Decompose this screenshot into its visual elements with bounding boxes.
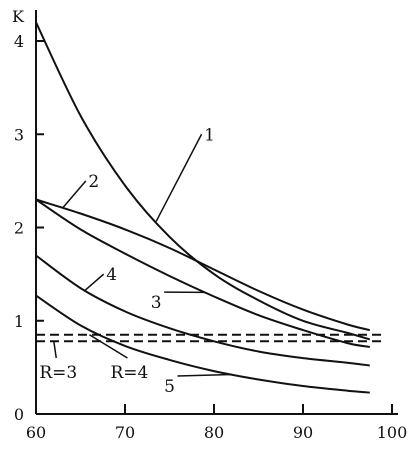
curve-label-3: 3	[151, 293, 162, 313]
series-line-3	[35, 198, 370, 348]
y-tick-label: 0	[14, 405, 24, 424]
curve-label-leader	[62, 180, 87, 209]
series-lines	[35, 21, 371, 394]
series-line-1	[35, 21, 371, 341]
y-axis-label: K	[12, 7, 25, 26]
reference-label-R=3: R=3	[39, 363, 77, 383]
curve-label-leader	[177, 373, 232, 377]
curve-label-leader	[155, 133, 203, 222]
curve-label-5: 5	[164, 377, 175, 397]
curve-label-4: 4	[106, 265, 117, 285]
axis-ticks: 60 70 80 90 100 0 1 2 3 4	[14, 32, 407, 442]
x-tick-label: 80	[204, 423, 224, 442]
series-line-2	[35, 198, 371, 332]
reference-label-leader	[89, 334, 128, 359]
x-tick-label: 60	[26, 423, 46, 442]
y-tick-label: 2	[14, 219, 24, 238]
reference-label-R=4: R=4	[111, 363, 149, 383]
plot-area: K	[12, 7, 398, 415]
series-line-5	[35, 294, 370, 394]
series-line-4	[35, 254, 370, 367]
y-tick-label: 1	[14, 312, 24, 331]
y-tick-label: 4	[14, 32, 24, 51]
x-tick-label: 70	[115, 423, 135, 442]
curve-label-1: 1	[204, 125, 215, 145]
curve-label-leader	[84, 273, 105, 292]
curve-label-2: 2	[88, 172, 99, 192]
y-tick-label: 3	[14, 125, 24, 144]
reference-label-leader	[53, 341, 57, 359]
x-tick-label: 100	[377, 423, 408, 442]
curve-labels: 1 2 3 4 5 R=3 R=4	[39, 125, 232, 397]
x-tick-label: 90	[293, 423, 313, 442]
